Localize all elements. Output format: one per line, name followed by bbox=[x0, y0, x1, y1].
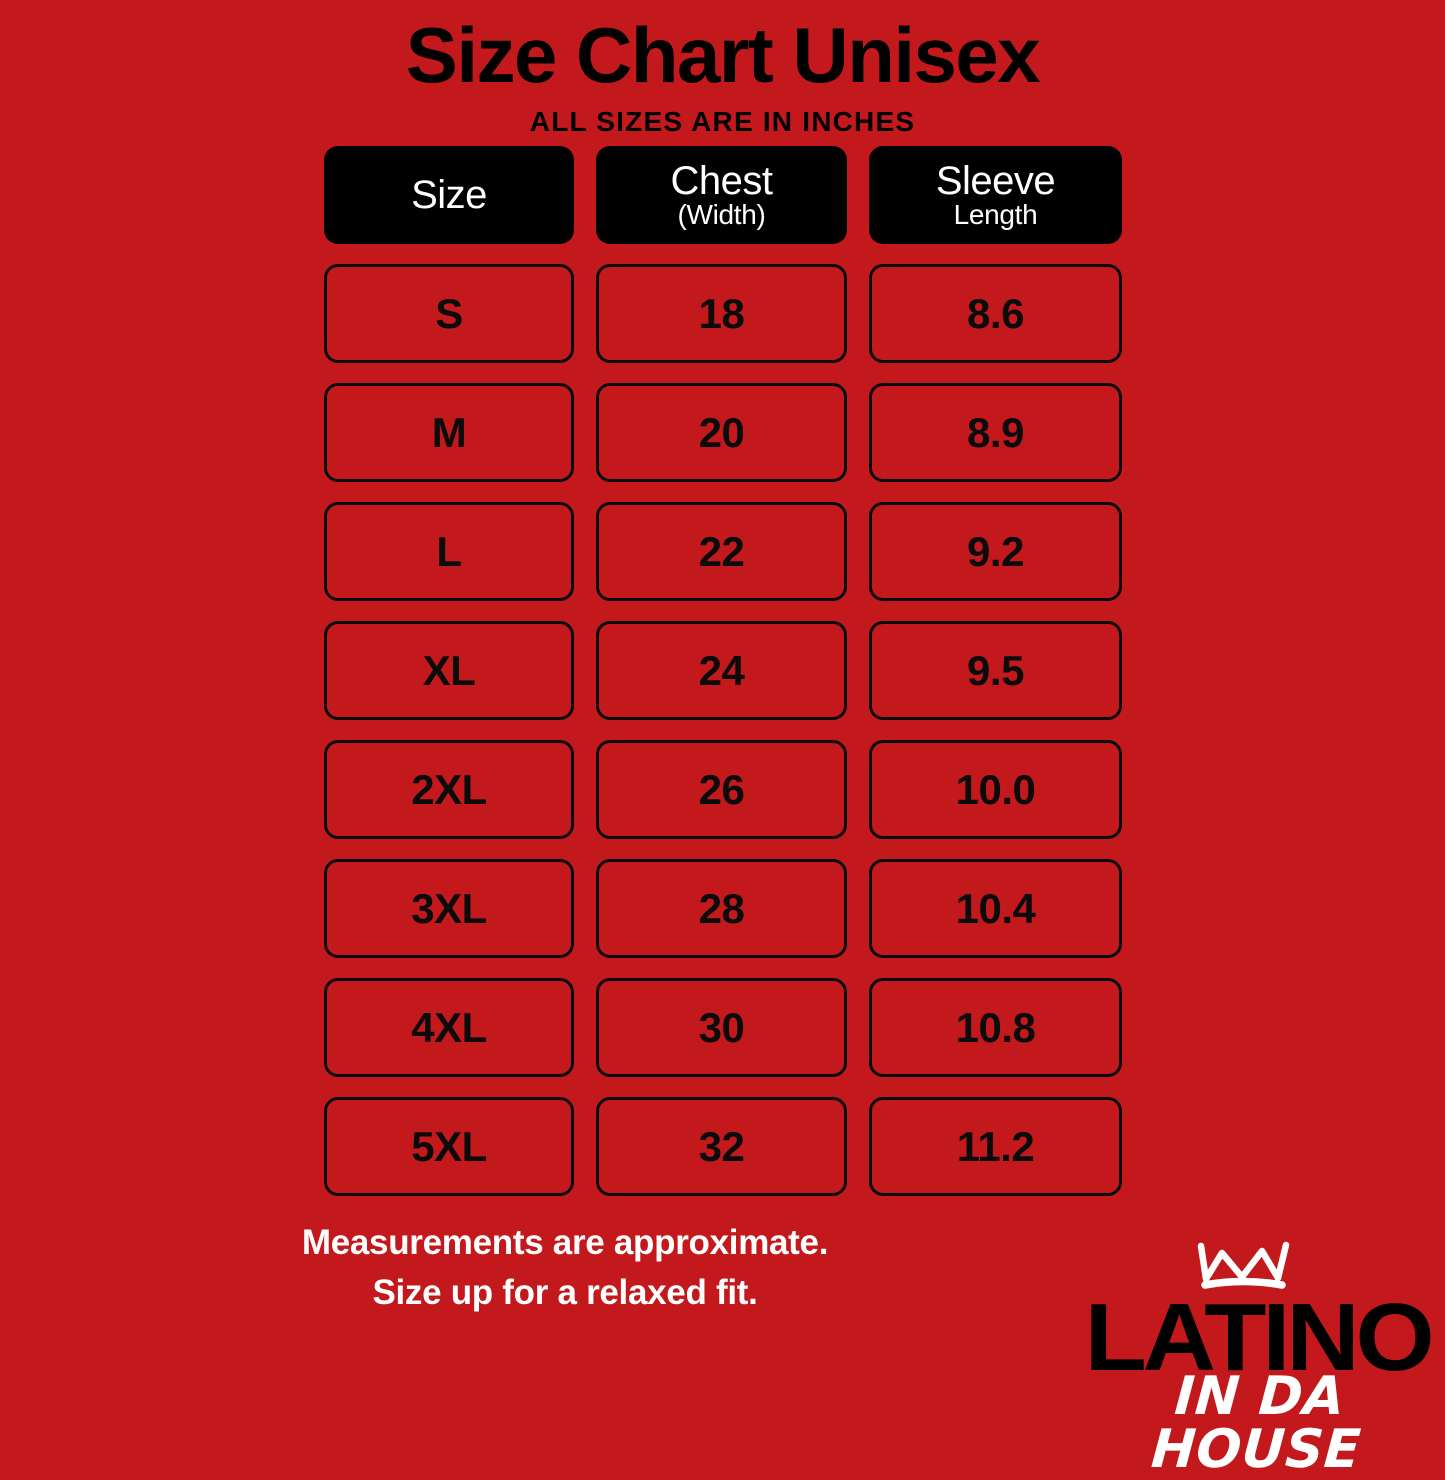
cell-chest: 26 bbox=[596, 740, 847, 839]
column-header-sleeve-sublabel: Length bbox=[953, 199, 1038, 231]
cell-chest: 30 bbox=[596, 978, 847, 1077]
cell-size-value: 3XL bbox=[411, 884, 487, 932]
cell-size: 4XL bbox=[324, 978, 574, 1077]
column-header-chest-label: Chest bbox=[670, 159, 774, 204]
cell-size: L bbox=[324, 502, 574, 601]
cell-chest-value: 28 bbox=[698, 884, 745, 932]
table-row: L 22 9.2 bbox=[324, 502, 1122, 601]
footer-note-line2: Size up for a relaxed fit. bbox=[372, 1272, 758, 1312]
table-row: S 18 8.6 bbox=[324, 264, 1122, 363]
brand-logo: LATINO IN DA HOUSE bbox=[1066, 1232, 1445, 1480]
cell-chest-value: 22 bbox=[698, 527, 745, 575]
table-row: 2XL 26 10.0 bbox=[324, 740, 1122, 839]
cell-sleeve-value: 8.9 bbox=[967, 408, 1024, 456]
column-header-chest-sublabel: (Width) bbox=[677, 199, 766, 231]
page-subtitle: ALL SIZES ARE IN INCHES bbox=[529, 105, 916, 137]
cell-sleeve: 10.4 bbox=[869, 859, 1122, 958]
size-table: Size Chest (Width) Sleeve Length S 18 8.… bbox=[324, 146, 1122, 1196]
cell-sleeve-value: 10.8 bbox=[955, 1003, 1036, 1051]
brand-name: LATINO bbox=[1084, 1284, 1435, 1391]
cell-chest-value: 18 bbox=[698, 289, 745, 337]
brand-tagline: IN DA HOUSE bbox=[1149, 1366, 1363, 1480]
cell-chest: 28 bbox=[596, 859, 847, 958]
table-row: 3XL 28 10.4 bbox=[324, 859, 1122, 958]
cell-size: 5XL bbox=[324, 1097, 574, 1196]
column-header-size-label: Size bbox=[411, 173, 487, 217]
cell-sleeve: 9.2 bbox=[869, 502, 1122, 601]
column-header-size: Size bbox=[324, 146, 574, 244]
cell-chest-value: 24 bbox=[698, 646, 745, 694]
cell-chest: 24 bbox=[596, 621, 847, 720]
cell-chest: 18 bbox=[596, 264, 847, 363]
page-title: Size Chart Unisex bbox=[405, 11, 1041, 99]
cell-chest-value: 26 bbox=[698, 765, 745, 813]
cell-size-value: 4XL bbox=[411, 1003, 487, 1051]
footer-note: Measurements are approximate. Size up fo… bbox=[0, 1218, 1130, 1317]
cell-sleeve-value: 9.2 bbox=[967, 527, 1024, 575]
cell-sleeve: 10.0 bbox=[869, 740, 1122, 839]
table-header-row: Size Chest (Width) Sleeve Length bbox=[324, 146, 1122, 244]
cell-size: 2XL bbox=[324, 740, 574, 839]
column-header-chest: Chest (Width) bbox=[596, 146, 847, 244]
cell-sleeve-value: 8.6 bbox=[967, 289, 1024, 337]
cell-size-value: XL bbox=[422, 646, 476, 694]
table-row: 5XL 32 11.2 bbox=[324, 1097, 1122, 1196]
cell-sleeve: 11.2 bbox=[869, 1097, 1122, 1196]
cell-sleeve-value: 11.2 bbox=[956, 1122, 1035, 1170]
column-header-sleeve: Sleeve Length bbox=[869, 146, 1122, 244]
title-block: Size Chart Unisex ALL SIZES ARE IN INCHE… bbox=[0, 11, 1445, 138]
cell-chest-value: 30 bbox=[698, 1003, 745, 1051]
cell-size-value: 2XL bbox=[411, 765, 487, 813]
footer-note-line1: Measurements are approximate. bbox=[301, 1223, 829, 1262]
cell-size-value: 5XL bbox=[411, 1122, 487, 1170]
cell-chest: 20 bbox=[596, 383, 847, 482]
table-row: XL 24 9.5 bbox=[324, 621, 1122, 720]
cell-size-value: L bbox=[436, 527, 462, 575]
cell-size: S bbox=[324, 264, 574, 363]
cell-chest: 32 bbox=[596, 1097, 847, 1196]
cell-sleeve-value: 10.0 bbox=[955, 765, 1036, 813]
cell-size: 3XL bbox=[324, 859, 574, 958]
crown-icon bbox=[1197, 1241, 1290, 1289]
cell-sleeve-value: 10.4 bbox=[955, 884, 1036, 932]
table-row: 4XL 30 10.8 bbox=[324, 978, 1122, 1077]
cell-chest: 22 bbox=[596, 502, 847, 601]
cell-sleeve: 8.6 bbox=[869, 264, 1122, 363]
cell-size-value: S bbox=[435, 289, 463, 337]
cell-sleeve: 8.9 bbox=[869, 383, 1122, 482]
cell-chest-value: 20 bbox=[698, 408, 745, 456]
cell-sleeve-value: 9.5 bbox=[967, 646, 1024, 694]
cell-size: M bbox=[324, 383, 574, 482]
table-row: M 20 8.9 bbox=[324, 383, 1122, 482]
cell-size: XL bbox=[324, 621, 574, 720]
column-header-sleeve-label: Sleeve bbox=[935, 159, 1056, 204]
cell-sleeve: 10.8 bbox=[869, 978, 1122, 1077]
cell-sleeve: 9.5 bbox=[869, 621, 1122, 720]
cell-chest-value: 32 bbox=[698, 1122, 745, 1170]
cell-size-value: M bbox=[431, 408, 467, 456]
